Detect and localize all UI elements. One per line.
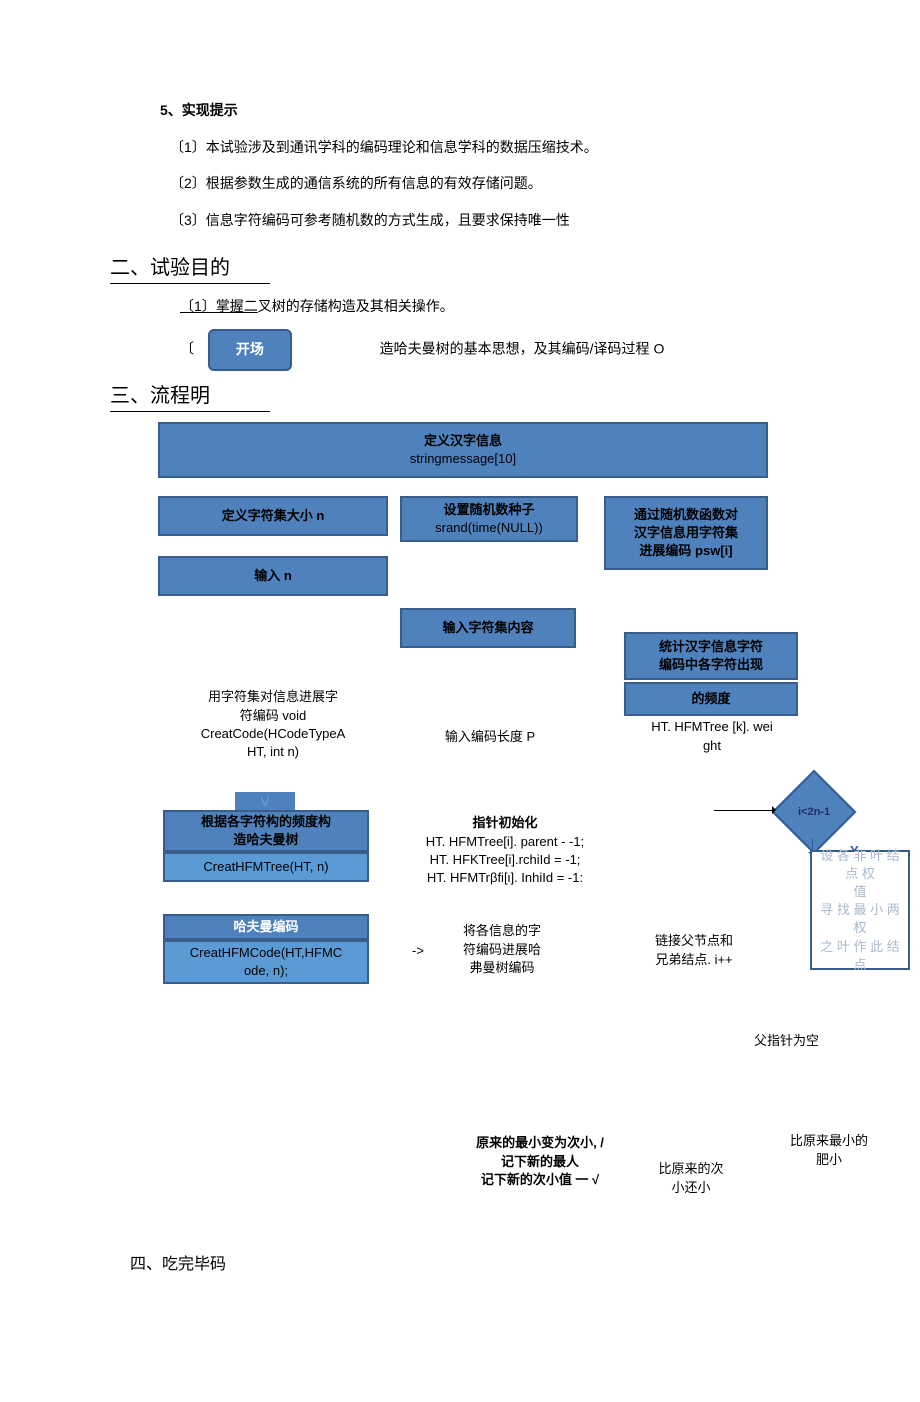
- flow-hfmhead: 哈夫曼编码: [163, 914, 369, 940]
- flow-inputn: 输入 n: [158, 556, 388, 596]
- flow-link: 链接父节点和兄弟结点. i++: [624, 932, 764, 972]
- start-button[interactable]: 开场: [208, 329, 292, 370]
- flow-seed: 设置随机数种子srand(time(NULL)): [400, 496, 578, 542]
- flow-inputp: 输入编码长度 P: [415, 728, 565, 752]
- flow-freq: 的频度: [624, 682, 798, 716]
- hint-3: 〔3〕信息字符编码可参考随机数的方式生成，且要求保持唯一性: [170, 209, 790, 231]
- flow-htwei: HT. HFMTree [k]. weight: [632, 718, 792, 758]
- flow-parentnull: 父指针为空: [754, 1032, 819, 1050]
- flow-defmsg: 定义汉字信息stringmessage[10]: [158, 422, 768, 478]
- hint-1: 〔1〕本试验涉及到通讯学科的编码理论和信息学科的数据压缩技术。: [170, 136, 790, 158]
- flow-creatcode: 用字符集对信息进展字符编码 voidCreatCode(HCodeTypeAHT…: [178, 688, 368, 768]
- goal-line1-post: 叉树的存储构造及其相关操作。: [258, 298, 454, 314]
- flow-buildtree: 根据各字符构的频度构造哈夫曼树: [163, 810, 369, 852]
- goal-line2-post: 造哈夫曼树的基本思想，及其编码/译码过程 O: [380, 341, 665, 357]
- flow-cmp: 比原来的次小还小: [646, 1160, 736, 1196]
- section5-title: 5、实现提示: [130, 100, 790, 120]
- flow-encode: 将各信息的字符编码进展哈弗曼树编码: [432, 922, 572, 982]
- flow-inputset: 输入字符集内容: [400, 608, 576, 648]
- flow-ptrinit: 指针初始化HT. HFMTree[i]. parent - -1;HT. HFK…: [400, 814, 610, 894]
- flow-cmp2: 比原来最小的肥小: [774, 1132, 884, 1168]
- flow-minswap: 原来的最小变为次小, /记下新的最人记下新的次小值 一 √: [440, 1134, 640, 1189]
- decision-diamond: i<2n-1: [772, 770, 857, 855]
- flow-arrow1: ->: [408, 942, 428, 962]
- code-heading: 四、吃完毕码: [130, 1250, 226, 1274]
- goal-heading: 二、试验目的: [110, 251, 790, 280]
- flow-creathfm: CreatHFMTree(HT, n): [163, 852, 369, 882]
- flow-rbox: 设 各 非 叶 结 点 权值寻 找 最 小 两 权之 叶 作 此 结 点: [810, 850, 910, 970]
- flow-vmark: V: [235, 792, 295, 812]
- goal-line1-pre: 〔1〕掌握二: [180, 298, 258, 314]
- flowchart: 定义汉字信息stringmessage[10] 定义字符集大小 n 设置随机数种子s…: [0, 422, 920, 1342]
- flow-defsize: 定义字符集大小 n: [158, 496, 388, 536]
- flow-stat: 统计汉字信息字符编码中各字符出现: [624, 632, 798, 680]
- flow-hfmcode: CreatHFMCode(HT,HFMCode, n);: [163, 940, 369, 984]
- goal-line2-pre: 〔: [180, 341, 194, 357]
- flow-heading: 三、流程明: [110, 379, 790, 408]
- hint-2: 〔2〕根据参数生成的通信系统的所有信息的有效存储问题。: [170, 172, 790, 194]
- flow-rand: 通过随机数函数对汉字信息用字符集进展编码 psw[i]: [604, 496, 768, 570]
